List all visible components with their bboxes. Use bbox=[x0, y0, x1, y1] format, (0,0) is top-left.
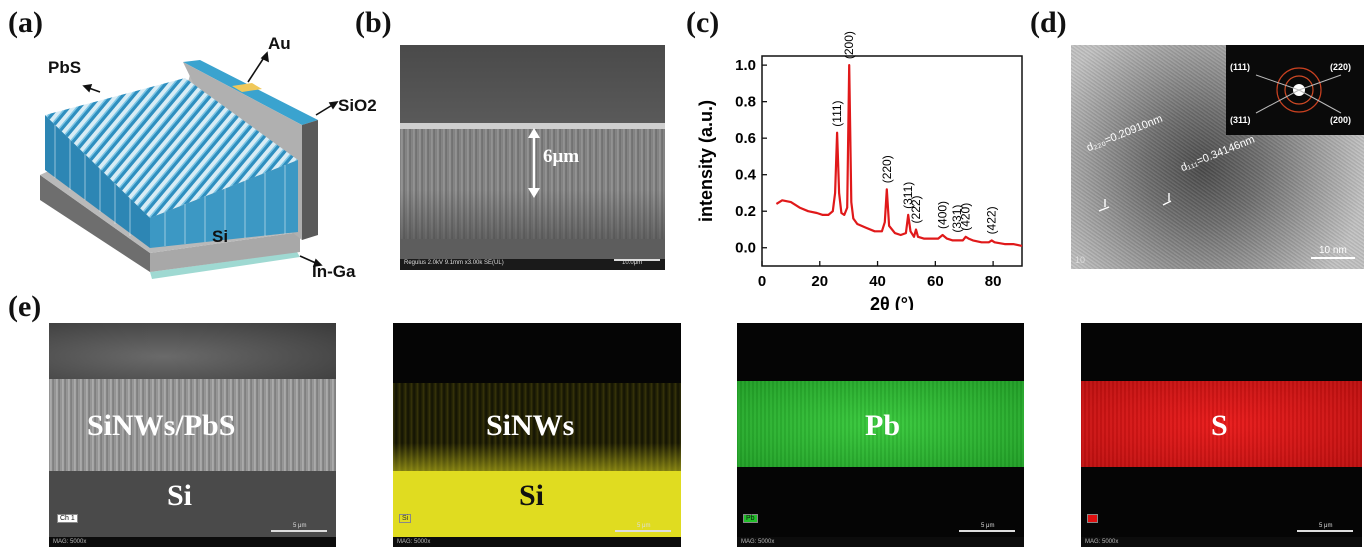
panel-a-schematic bbox=[40, 51, 339, 279]
eds-sem-bottom-label: Si bbox=[167, 479, 193, 512]
saed-200: (200) bbox=[1330, 115, 1352, 125]
nanowire-front-left bbox=[45, 115, 150, 248]
si-front-right bbox=[150, 232, 300, 272]
eds-sem-image: SiNWs/PbS Si Ch 1 MAG: 5000x 5 μm bbox=[49, 323, 336, 547]
peak-label: (200) bbox=[842, 31, 856, 59]
eds-pb-scale: 5 μm bbox=[981, 523, 995, 529]
sio2-top bbox=[183, 60, 318, 125]
sem-info-text: Regulus 2.0kV 9.1mm x3.00k SE(UL) bbox=[404, 260, 504, 266]
plot-frame bbox=[761, 55, 1023, 267]
peak-label: (311) bbox=[901, 182, 915, 209]
eds-s-map: S S MAG: 5000x 5 μm bbox=[1081, 323, 1362, 547]
x-tick-label: 40 bbox=[869, 273, 886, 290]
sem-scale-text: 10.0μm bbox=[622, 260, 643, 266]
hrtem-corner-text: 10 bbox=[1075, 255, 1086, 265]
hrtem-scale-bar bbox=[1311, 257, 1355, 259]
thickness-arrow bbox=[528, 128, 540, 198]
eds-s-label: S bbox=[1211, 409, 1228, 442]
eds-s-channel: S bbox=[1087, 514, 1098, 523]
inga-layer bbox=[150, 252, 300, 279]
eds-si-scale: 5 μm bbox=[637, 523, 651, 529]
saed-inset: (111) (220) (311) (200) bbox=[1226, 45, 1364, 135]
eds-sem-scale-bar bbox=[271, 530, 327, 532]
eds-pb-label: Pb bbox=[865, 409, 901, 442]
panel-e-label: (e) bbox=[8, 290, 42, 323]
peak-label: (111) bbox=[830, 100, 844, 126]
si-substrate bbox=[400, 239, 665, 259]
sem-cross-section-image: Regulus 2.0kV 9.1mm x3.00k SE(UL) 10.0μm bbox=[400, 45, 665, 270]
x-axis-label: 2θ (°) bbox=[870, 294, 914, 310]
sem-info-bar bbox=[400, 259, 665, 270]
eds-sem-channel: Ch 1 bbox=[57, 514, 78, 523]
eds-pb-scale-bar bbox=[959, 530, 1015, 532]
peak-label: (420) bbox=[959, 203, 973, 231]
eds-s-scale: 5 μm bbox=[1319, 523, 1333, 529]
x-tick-label: 60 bbox=[927, 273, 944, 290]
pbs-label: PbS bbox=[48, 58, 82, 77]
panel-b-label: (b) bbox=[355, 6, 392, 39]
eds-si-channel: Si bbox=[399, 514, 412, 523]
xrd-chart: 0 20 40 60 80 0.0 0.2 0.4 0.6 0.8 1.0 2θ (°) intensi… bbox=[696, 31, 1023, 310]
y-tick-label: 0.4 bbox=[735, 167, 757, 184]
y-axis-label: intensity (a.u.) bbox=[696, 100, 716, 222]
eds-si-map: SiNWs Si Si MAG: 5000x 5 μm bbox=[393, 323, 681, 547]
eds-s-mag: MAG: 5000x bbox=[1085, 539, 1119, 545]
au-pad bbox=[232, 83, 262, 92]
x-tick-label: 20 bbox=[811, 273, 828, 290]
inga-label: In-Ga bbox=[312, 262, 356, 281]
thickness-label: 6μm bbox=[543, 146, 580, 167]
peak-label: (422) bbox=[985, 206, 999, 234]
eds-sem-scale: 5 μm bbox=[293, 523, 307, 529]
hrtem-image: (111) (220) (311) (200) d₂₂₀=0.20910nm d… bbox=[1071, 45, 1364, 269]
peak-label: (331) bbox=[950, 205, 964, 233]
hrtem-scale-text: 10 nm bbox=[1319, 245, 1347, 256]
eds-si-scale-bar bbox=[615, 530, 671, 532]
x-tick-label: 0 bbox=[758, 273, 766, 290]
y-tick-label: 0.0 bbox=[735, 240, 756, 257]
y-tick-label: 1.0 bbox=[735, 57, 756, 74]
y-tick-label: 0.6 bbox=[735, 130, 756, 147]
lattice-markers bbox=[1098, 193, 1172, 212]
si-label: Si bbox=[212, 227, 229, 246]
nanowire-front-right bbox=[150, 160, 298, 248]
eds-si-mag: MAG: 5000x bbox=[397, 539, 431, 545]
saed-111: (111) bbox=[1230, 62, 1251, 72]
panel-c-label: (c) bbox=[686, 6, 720, 39]
peak-label: (222) bbox=[909, 195, 923, 223]
peak-label: (220) bbox=[880, 155, 894, 183]
eds-pb-map: Pb Pb MAG: 5000x 5 μm bbox=[737, 323, 1024, 547]
au-label: Au bbox=[268, 34, 291, 53]
eds-si-bottom-label: Si bbox=[519, 479, 545, 512]
si-front-left bbox=[40, 175, 150, 272]
sem-scale-bar bbox=[614, 259, 660, 261]
nanowire-top-edge bbox=[400, 123, 665, 129]
eds-sem-mag: MAG: 5000x bbox=[53, 539, 87, 545]
xrd-series-line bbox=[775, 63, 1023, 247]
eds-sem-top-label: SiNWs/PbS bbox=[87, 409, 236, 442]
pbs-nanowire-array bbox=[45, 78, 298, 218]
y-tick-label: 0.8 bbox=[735, 94, 756, 111]
x-tick-label: 80 bbox=[985, 273, 1002, 290]
sio2-label: SiO2 bbox=[338, 96, 377, 115]
eds-si-top-label: SiNWs bbox=[486, 409, 575, 442]
eds-pb-channel: Pb bbox=[743, 514, 758, 523]
y-tick-label: 0.2 bbox=[735, 203, 756, 220]
panel-d-label: (d) bbox=[1030, 6, 1067, 39]
panel-a-label: (a) bbox=[8, 6, 43, 39]
saed-311: (311) bbox=[1230, 115, 1251, 125]
eds-pb-mag: MAG: 5000x bbox=[741, 539, 775, 545]
peak-label: (400) bbox=[936, 201, 950, 229]
eds-s-scale-bar bbox=[1297, 530, 1353, 532]
saed-220: (220) bbox=[1330, 62, 1352, 72]
